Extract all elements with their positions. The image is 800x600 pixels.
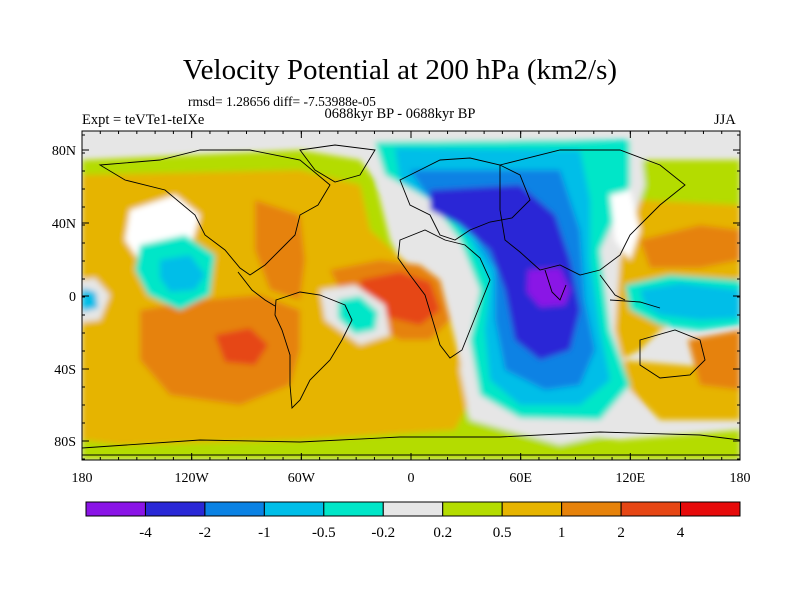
colorbar-swatch bbox=[620, 501, 682, 517]
lat-tick-label: 40S bbox=[54, 363, 76, 378]
period-label: 0688kyr BP - 0688kyr BP bbox=[324, 106, 476, 122]
lon-tick-label: 180 bbox=[72, 471, 93, 486]
colorbar-label: 0.5 bbox=[493, 525, 512, 541]
colorbar-label: 0.2 bbox=[433, 525, 452, 541]
colorbar-label: -4 bbox=[139, 525, 152, 541]
colorbar-swatch bbox=[323, 501, 384, 517]
lat-tick-label: 0 bbox=[69, 290, 76, 305]
longitude-labels: 180 120W 60W 0 60E 120E 180 bbox=[72, 471, 751, 486]
colorbar-swatch bbox=[680, 501, 741, 517]
lon-tick-label: 0 bbox=[408, 471, 415, 486]
latitude-labels: 80N 40N 0 40S 80S bbox=[52, 144, 76, 450]
colorbar-swatch bbox=[85, 501, 146, 517]
stats-label: rmsd= 1.28656 diff= -7.53988e-05 bbox=[188, 94, 376, 109]
lat-tick-label: 80S bbox=[54, 435, 76, 450]
lon-tick-label: 120E bbox=[616, 471, 646, 486]
colorbar-swatch bbox=[204, 501, 265, 517]
colorbar-label: -0.2 bbox=[371, 525, 395, 541]
colorbar-swatch bbox=[501, 501, 563, 517]
contour-field bbox=[82, 131, 740, 460]
colorbar-swatch bbox=[382, 501, 444, 517]
season-label: JJA bbox=[714, 112, 736, 128]
colorbar: -4 -2 -1 -0.5 -0.2 0.2 0.5 1 2 4 bbox=[85, 501, 741, 541]
colorbar-swatch bbox=[561, 501, 622, 517]
axis-ticks bbox=[81, 131, 741, 460]
colorbar-label: 4 bbox=[677, 525, 685, 541]
lat-tick-label: 80N bbox=[52, 144, 76, 159]
map-title: Velocity Potential at 200 hPa (km2/s) bbox=[182, 54, 618, 86]
colorbar-label: -2 bbox=[199, 525, 212, 541]
experiment-label: Expt = teVTe1-teIXe bbox=[82, 112, 205, 128]
lon-tick-label: 60W bbox=[288, 471, 316, 486]
lon-tick-label: 60E bbox=[509, 471, 532, 486]
colorbar-label: 2 bbox=[617, 525, 625, 541]
colorbar-swatch bbox=[144, 501, 206, 517]
colorbar-label: -0.5 bbox=[312, 525, 336, 541]
colorbar-swatch bbox=[263, 501, 325, 517]
colorbar-label: -1 bbox=[258, 525, 271, 541]
lon-tick-label: 180 bbox=[730, 471, 751, 486]
colorbar-swatch bbox=[442, 501, 503, 517]
lat-tick-label: 40N bbox=[52, 217, 76, 232]
colorbar-label: 1 bbox=[558, 525, 566, 541]
lon-tick-label: 120W bbox=[175, 471, 210, 486]
